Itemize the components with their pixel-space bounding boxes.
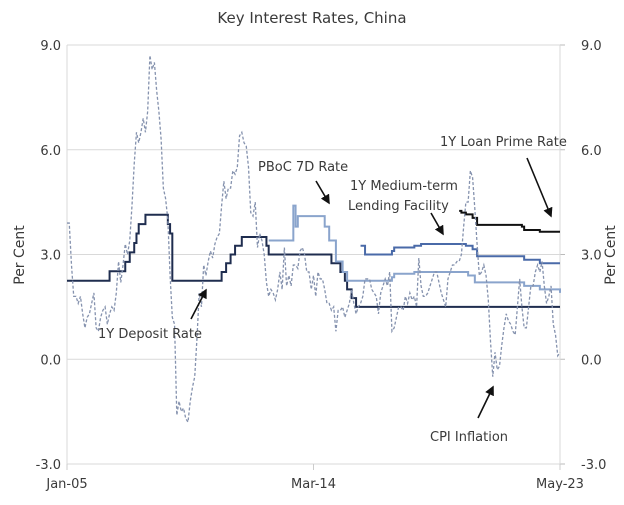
y-tick-label-right: 0.0 [581, 353, 602, 368]
annotation-pboc-7d-rate: PBoC 7D Rate [258, 160, 348, 175]
series-cpi-inflation [67, 55, 561, 425]
series-pboc-7d-rate [268, 204, 561, 293]
x-tick-label: Mar-14 [291, 477, 336, 492]
y-tick-label-left: 3.0 [40, 249, 61, 264]
annotation-cpi-inflation: CPI Inflation [430, 430, 508, 445]
annotation-mlf-line1: 1Y Medium-term [350, 179, 458, 194]
arrow-cpi-inflation [477, 385, 494, 419]
arrow-deposit-rate [190, 288, 207, 320]
y-tick-label-right: -3.0 [581, 458, 606, 473]
axes: -3.0 -3.0 0.0 0.0 3.0 3.0 6.0 6.0 9.0 9.0 Jan-05 Ma… [36, 39, 607, 492]
series-1y-loan-prime-rate [459, 209, 560, 233]
arrow-mlf [430, 212, 444, 236]
series-1y-medium-term-lending-facility [360, 243, 560, 265]
annotation-mlf-line2: Lending Facility [348, 199, 449, 214]
y-tick-label-right: 6.0 [581, 144, 602, 159]
series-1y-deposit-rate [67, 213, 560, 308]
y-axis-label-right: Per Cent [603, 225, 619, 285]
annotation-deposit-rate: 1Y Deposit Rate [98, 327, 202, 342]
y-axis-label-left: Per Cent [12, 225, 28, 285]
annotation-loan-prime-rate: 1Y Loan Prime Rate [440, 135, 567, 150]
y-tick-label-left: 6.0 [40, 144, 61, 159]
annotations: 1Y Deposit Rate PBoC 7D Rate 1Y Medium-t… [98, 135, 567, 445]
x-tick-label: Jan-05 [45, 477, 87, 492]
x-tick-label: May-23 [536, 477, 584, 492]
y-tick-label-left: -3.0 [36, 458, 61, 473]
y-tick-label-left: 0.0 [40, 353, 61, 368]
y-tick-label-left: 9.0 [40, 39, 61, 54]
arrow-pboc-7d-rate [315, 180, 330, 205]
series-lines [67, 55, 561, 425]
chart-title: Key Interest Rates, China [217, 9, 406, 27]
y-tick-label-right: 3.0 [581, 249, 602, 264]
arrow-loan-prime-rate [526, 157, 553, 218]
y-tick-label-right: 9.0 [581, 39, 602, 54]
